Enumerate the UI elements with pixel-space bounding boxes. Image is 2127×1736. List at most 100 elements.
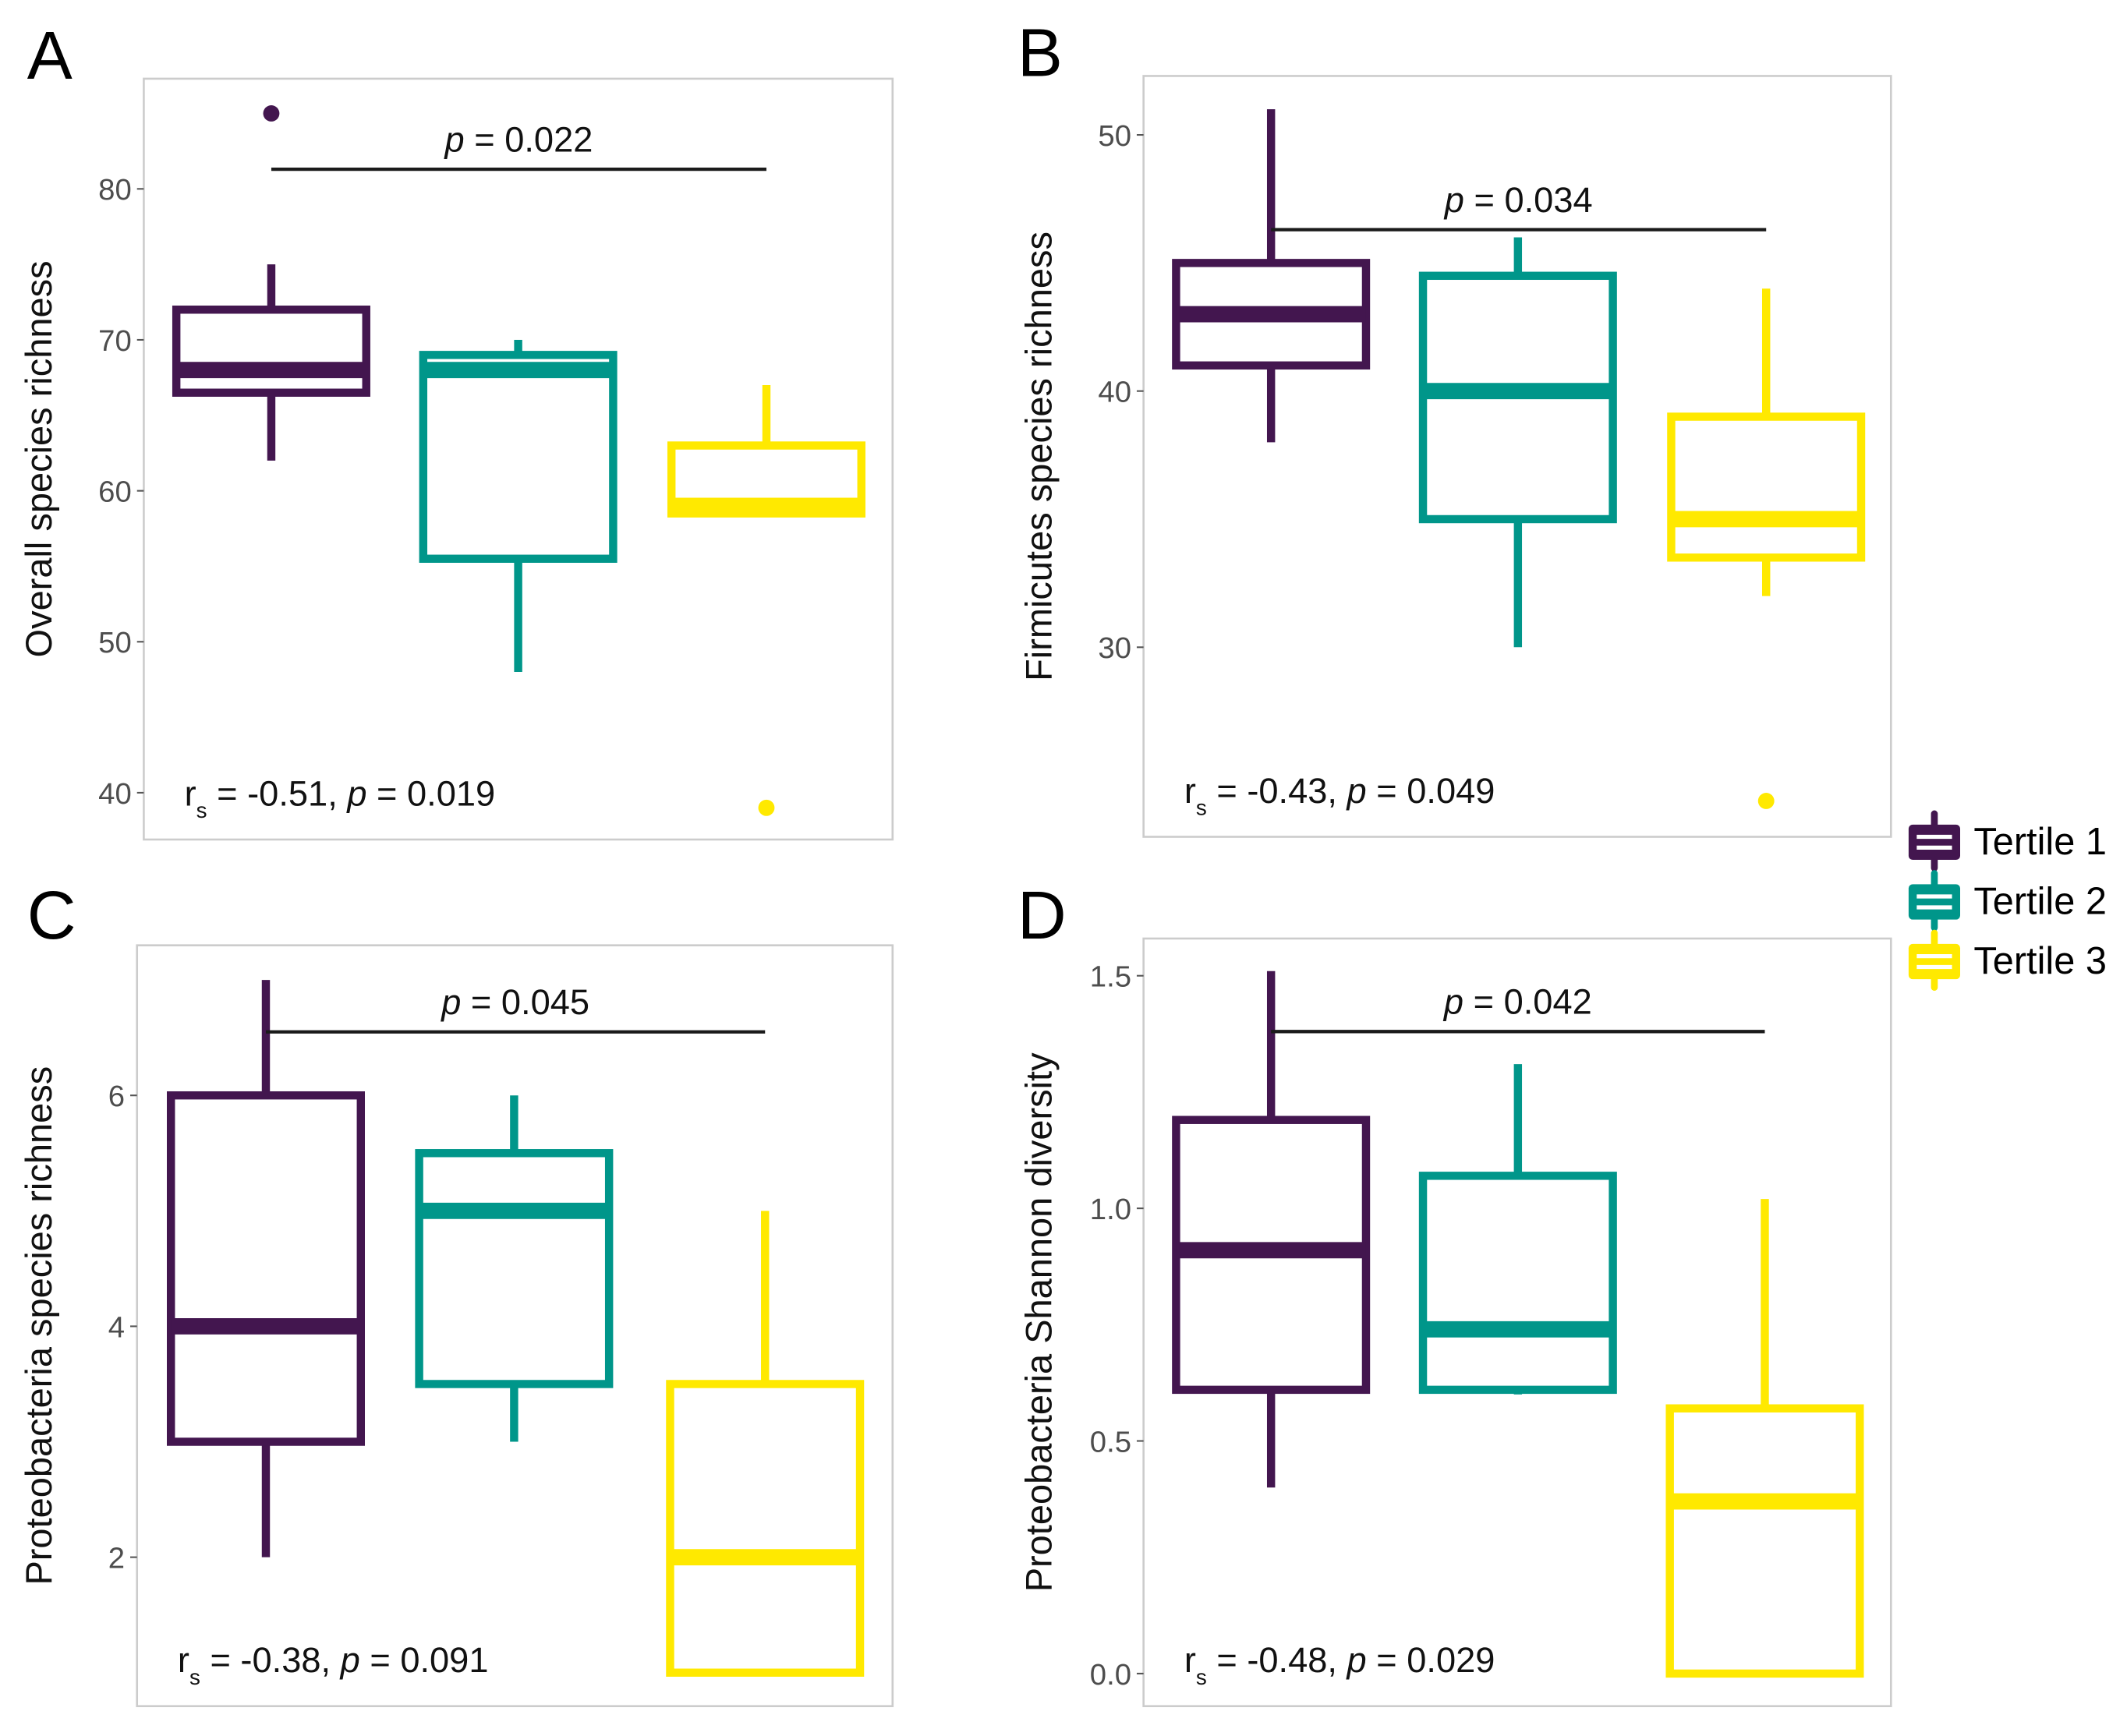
legend-key-tertile-3 <box>1908 929 1961 991</box>
y-tick-label: 4 <box>108 1310 125 1344</box>
y-axis-title: Overall species richness <box>18 260 59 657</box>
panel-letter: A <box>27 18 73 94</box>
y-tick-label: 1.5 <box>1090 960 1131 994</box>
box-tertile-1 <box>1172 109 1371 443</box>
r-value-text: = -0.51, <box>207 773 348 813</box>
r-subscript: s <box>189 1665 200 1689</box>
y-tick-label: 6 <box>108 1080 125 1113</box>
panel-letter: D <box>1017 878 1067 953</box>
p-symbol: p <box>444 120 465 160</box>
p-symbol: p <box>345 773 366 813</box>
corr-p-value-text: = 0.049 <box>1367 771 1495 811</box>
box-tertile-2 <box>1418 1064 1617 1395</box>
box-tertile-1 <box>1172 971 1371 1488</box>
panel-letter: B <box>1017 15 1063 90</box>
plot-border <box>143 77 894 841</box>
legend-box <box>1908 943 1961 980</box>
box-tertile-3 <box>667 385 865 816</box>
iqr-box <box>172 306 370 397</box>
y-tick-label: 0.5 <box>1090 1425 1131 1458</box>
r-value-text: = -0.43, <box>1207 771 1347 811</box>
legend: Tertile 1 Tertile 2 Tertile 3 <box>1908 810 2107 991</box>
r-value-text: = -0.48, <box>1207 1640 1347 1680</box>
r-symbol: r <box>1184 1640 1196 1680</box>
y-tick-label: 60 <box>98 476 132 509</box>
r-symbol: r <box>1184 771 1196 811</box>
plot-border <box>1142 75 1892 838</box>
outlier-point <box>758 799 775 816</box>
corr-p-value-text: = 0.029 <box>1367 1640 1495 1680</box>
legend-label: Tertile 3 <box>1973 940 2107 982</box>
legend-label: Tertile 1 <box>1973 821 2107 863</box>
panel-a: A 40 50 60 70 80 Overall species richness p = 0… <box>18 18 894 841</box>
iqr-box <box>419 351 618 563</box>
y-tick-label: 50 <box>98 626 132 659</box>
bracket-p-value: p = 0.022 <box>444 120 593 160</box>
r-subscript: s <box>1196 796 1207 820</box>
box-tertile-3 <box>1667 288 1866 809</box>
legend-key-tertile-2 <box>1908 870 1961 932</box>
y-axis-title: Proteobacteria Shannon diversity <box>1017 1052 1059 1592</box>
iqr-box <box>666 1380 865 1677</box>
spearman-correlation: rs = -0.38, p = 0.091 <box>178 1640 489 1689</box>
p-value-text: = 0.022 <box>465 120 593 160</box>
y-tick-label: 30 <box>1098 631 1131 665</box>
y-tick-label: 80 <box>98 173 132 207</box>
p-symbol: p <box>1442 982 1463 1022</box>
panel-b: B 30 40 50 Firmicutes species richness p = 0.… <box>1017 15 1892 838</box>
p-value-text: = 0.045 <box>461 982 589 1022</box>
y-tick-label: 70 <box>98 324 132 358</box>
p-symbol: p <box>1443 180 1464 220</box>
y-tick-label: 0.0 <box>1090 1658 1131 1692</box>
box-tertile-3 <box>1665 1199 1864 1678</box>
box-tertile-2 <box>415 1095 614 1442</box>
corr-p-value-text: = 0.091 <box>360 1640 489 1680</box>
spearman-correlation: rs = -0.48, p = 0.029 <box>1184 1640 1495 1689</box>
box-tertile-1 <box>172 105 370 461</box>
r-symbol: r <box>185 773 196 813</box>
iqr-box <box>1418 1172 1617 1395</box>
legend-key-tertile-1 <box>1908 810 1961 872</box>
r-subscript: s <box>196 798 207 822</box>
legend-label: Tertile 2 <box>1973 881 2107 923</box>
box-tertile-3 <box>666 1211 865 1677</box>
y-tick-label: 2 <box>108 1542 125 1575</box>
y-tick-label: 1.0 <box>1090 1193 1131 1226</box>
p-symbol: p <box>1346 1640 1367 1680</box>
outlier-point <box>1757 793 1775 809</box>
p-value-text: = 0.042 <box>1463 982 1592 1022</box>
box-tertile-2 <box>1418 237 1617 648</box>
box-tertile-2 <box>419 339 618 673</box>
y-axis-title: Proteobacteria species richness <box>18 1066 59 1586</box>
panel-c: C 2 4 6 Proteobacteria species richness p = 0… <box>18 878 894 1707</box>
y-tick-label: 40 <box>98 777 132 811</box>
bracket-p-value: p = 0.042 <box>1442 982 1592 1022</box>
iqr-box <box>1665 1404 1864 1678</box>
iqr-box <box>166 1091 366 1446</box>
y-axis-title: Firmicutes species richness <box>1017 232 1059 681</box>
p-symbol: p <box>440 982 461 1022</box>
bracket-p-value: p = 0.045 <box>440 982 589 1022</box>
r-symbol: r <box>178 1640 189 1680</box>
spearman-correlation: rs = -0.43, p = 0.049 <box>1184 771 1495 820</box>
outlier-point <box>263 105 280 122</box>
p-symbol: p <box>339 1640 360 1680</box>
y-tick-label: 50 <box>1098 119 1131 153</box>
box-tertile-1 <box>166 980 366 1557</box>
plot-border <box>1142 937 1892 1707</box>
corr-p-value-text: = 0.019 <box>366 773 495 813</box>
y-tick-label: 40 <box>1098 376 1131 409</box>
legend-box <box>1908 884 1961 920</box>
p-value-text: = 0.034 <box>1464 180 1593 220</box>
r-subscript: s <box>1196 1665 1207 1689</box>
bracket-p-value: p = 0.034 <box>1443 180 1593 220</box>
iqr-box <box>415 1149 614 1388</box>
panel-letter: C <box>27 878 76 953</box>
spearman-correlation: rs = -0.51, p = 0.019 <box>185 773 496 822</box>
legend-box <box>1908 824 1961 861</box>
r-value-text: = -0.38, <box>200 1640 341 1680</box>
iqr-box <box>1667 412 1866 562</box>
p-symbol: p <box>1346 771 1367 811</box>
panel-d: D 0.0 0.5 1.0 1.5 Proteobacteria Shannon dive… <box>1017 878 1892 1707</box>
